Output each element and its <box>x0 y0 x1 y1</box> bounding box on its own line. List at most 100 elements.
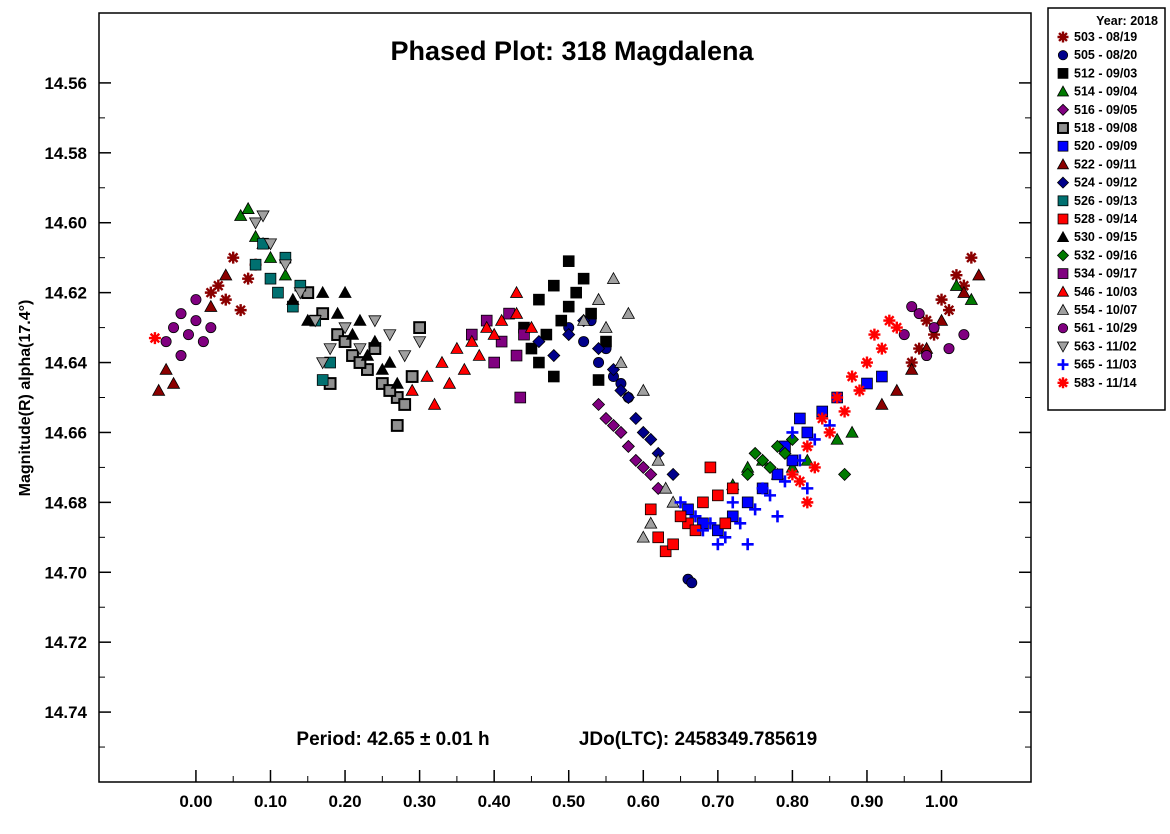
data-point <box>934 313 949 326</box>
y-tick-label: 14.64 <box>44 354 87 373</box>
x-tick-label: 0.30 <box>403 792 436 811</box>
data-point <box>514 391 527 404</box>
data-point <box>562 255 575 267</box>
data-point <box>621 390 635 405</box>
data-point <box>875 397 889 410</box>
data-point <box>555 314 568 327</box>
data-point <box>248 217 263 230</box>
data-point <box>614 425 628 440</box>
data-point <box>666 467 680 481</box>
data-point <box>793 454 806 467</box>
legend-marker <box>1056 285 1070 297</box>
data-point <box>719 517 732 530</box>
legend-marker <box>1056 158 1070 170</box>
data-point <box>853 384 866 397</box>
data-point <box>942 304 955 317</box>
data-point <box>175 350 187 362</box>
data-point <box>606 418 621 433</box>
data-point <box>599 411 613 426</box>
legend-entry: 546 - 10/03 <box>1056 285 1137 299</box>
data-point <box>405 383 419 396</box>
legend-marker <box>1057 122 1069 134</box>
data-point <box>278 268 293 281</box>
data-point <box>509 285 524 298</box>
series-534 <box>465 307 530 404</box>
legend-entry: 561 - 10/29 <box>1057 321 1137 335</box>
legend-marker <box>1056 303 1070 315</box>
data-point <box>712 524 724 537</box>
data-point <box>175 308 187 320</box>
data-point <box>712 489 724 502</box>
data-point <box>525 342 538 355</box>
legend-marker <box>1057 195 1069 207</box>
data-point <box>629 411 643 426</box>
data-point <box>928 328 941 341</box>
legend-entry: 565 - 11/03 <box>1057 358 1137 372</box>
legend-marker <box>1057 323 1069 334</box>
data-point <box>793 475 806 488</box>
data-point <box>166 376 181 389</box>
legend-marker <box>1056 103 1070 116</box>
data-point <box>219 268 233 281</box>
series-503 <box>204 251 978 369</box>
data-point <box>786 426 799 439</box>
legend-label: 526 - 09/13 <box>1074 194 1137 208</box>
data-point <box>383 329 397 342</box>
data-point <box>921 350 933 362</box>
legend-marker <box>1056 341 1070 353</box>
data-point <box>510 349 523 362</box>
legend-marker <box>1057 140 1069 152</box>
data-point <box>770 439 785 454</box>
data-point <box>338 322 352 335</box>
y-tick-label: 14.58 <box>44 144 87 163</box>
legend-title: Year: 2018 <box>1096 14 1158 28</box>
data-point <box>592 374 605 386</box>
legend-label: 518 - 09/08 <box>1074 121 1137 135</box>
period-annotation: Period: 42.65 ± 0.01 h <box>296 729 489 750</box>
data-point <box>748 446 762 460</box>
data-point <box>906 301 918 313</box>
data-point <box>442 376 457 389</box>
data-point <box>726 496 739 509</box>
data-point <box>420 369 434 382</box>
data-point <box>785 432 799 447</box>
legend-label: 534 - 09/17 <box>1074 267 1137 281</box>
data-point <box>890 383 904 396</box>
data-point <box>159 362 173 375</box>
data-point <box>219 293 232 306</box>
data-point <box>263 250 278 263</box>
legend-marker <box>1057 359 1069 371</box>
series-563 <box>248 210 427 370</box>
legend-entry: 532 - 09/16 <box>1056 248 1137 262</box>
legend-label: 563 - 11/02 <box>1074 339 1137 353</box>
data-point <box>838 467 852 481</box>
data-point <box>734 517 747 530</box>
data-point <box>950 269 963 282</box>
data-point <box>593 357 605 369</box>
x-tick-label: 0.50 <box>552 792 585 811</box>
series-532 <box>741 432 852 481</box>
legend-label: 561 - 10/29 <box>1074 321 1137 335</box>
legend-entry: 526 - 09/13 <box>1057 194 1137 208</box>
legend-entry: 528 - 09/14 <box>1057 212 1137 226</box>
data-point <box>651 453 665 466</box>
data-point <box>562 300 575 313</box>
legend: Year: 2018 503 - 08/19 505 - 08/20 512 - 0… <box>1047 7 1166 411</box>
data-point <box>808 433 821 446</box>
data-point <box>182 329 194 341</box>
data-point <box>801 426 814 439</box>
data-point <box>488 356 500 369</box>
data-point <box>890 321 903 334</box>
series-583 <box>148 314 903 509</box>
data-point <box>532 335 546 349</box>
legend-label: 520 - 09/09 <box>1074 139 1137 153</box>
data-point <box>801 482 814 495</box>
legend-label: 503 - 08/19 <box>1074 30 1137 44</box>
legend-marker <box>1057 31 1069 43</box>
data-point <box>413 321 427 334</box>
data-point <box>272 286 284 299</box>
data-point <box>427 397 442 410</box>
data-point <box>741 496 754 509</box>
